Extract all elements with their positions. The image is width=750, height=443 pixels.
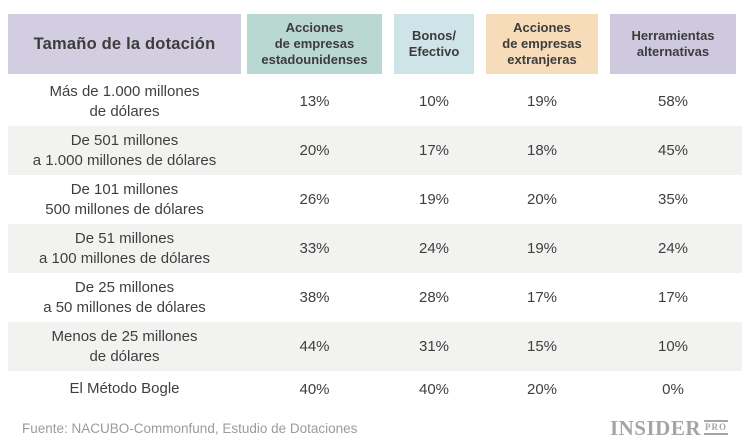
value-cell: 18%: [526, 142, 558, 159]
value-cell: 10%: [418, 93, 450, 110]
column-header-alternatives: Herramientas alternativas: [610, 14, 736, 74]
row-label: El Método Bogle: [69, 380, 180, 398]
value-cell: 19%: [418, 191, 450, 208]
value-cell: 13%: [299, 93, 330, 110]
row-label: Más de 1.000 millones de dólares: [49, 83, 200, 120]
value-cell: 17%: [526, 289, 558, 306]
value-cell: 10%: [657, 338, 689, 355]
value-cell: 44%: [299, 338, 330, 355]
value-cell: 15%: [526, 338, 558, 355]
logo-pro-badge: PRO: [704, 420, 728, 435]
table-row: De 101 millones 500 millones de dólares …: [8, 175, 742, 224]
logo-insider-text: INSIDER: [609, 416, 701, 440]
value-cell: 33%: [299, 240, 330, 257]
header-cell-endowment-size: Tamaño de la dotación: [8, 14, 241, 74]
value-cell: 38%: [299, 289, 330, 306]
column-header-foreign-equities: Acciones de empresas extranjeras: [486, 14, 598, 74]
row-label: De 51 millones a 100 millones de dólares: [39, 230, 210, 267]
column-header-us-equities: Acciones de empresas estadounidenses: [247, 14, 382, 74]
value-cell: 19%: [526, 93, 558, 110]
table-row: Menos de 25 millones de dólares 44% 31% …: [8, 322, 742, 371]
footer: Fuente: NACUBO-Commonfund, Estudio de Do…: [0, 407, 750, 441]
value-cell: 45%: [657, 142, 689, 159]
value-cell: 24%: [418, 240, 450, 257]
table-row: De 25 millones a 50 millones de dólares …: [8, 273, 742, 322]
table-row: De 501 millones a 1.000 millones de dóla…: [8, 126, 742, 175]
table-row: El Método Bogle 40% 40% 20% 0%: [8, 371, 742, 407]
value-cell: 28%: [418, 289, 450, 306]
value-cell: 20%: [526, 380, 558, 398]
value-cell: 40%: [299, 380, 330, 398]
value-cell: 35%: [657, 191, 689, 208]
row-label: Menos de 25 millones de dólares: [51, 328, 198, 365]
table-header-row: Tamaño de la dotación Acciones de empres…: [8, 14, 742, 74]
value-cell: 0%: [662, 380, 684, 398]
row-label: De 101 millones 500 millones de dólares: [45, 181, 204, 218]
value-cell: 20%: [526, 191, 558, 208]
header-cell-foreign-equities: Acciones de empresas extranjeras: [480, 14, 604, 74]
column-header-endowment-size: Tamaño de la dotación: [8, 14, 241, 74]
value-cell: 26%: [299, 191, 330, 208]
value-cell: 19%: [526, 240, 558, 257]
table-row: Más de 1.000 millones de dólares 13% 10%…: [8, 77, 742, 126]
value-cell: 24%: [657, 240, 689, 257]
column-header-bonds-cash: Bonos/ Efectivo: [394, 14, 474, 74]
value-cell: 17%: [418, 142, 450, 159]
header-cell-bonds-cash: Bonos/ Efectivo: [388, 14, 480, 74]
value-cell: 20%: [299, 142, 330, 159]
row-label: De 25 millones a 50 millones de dólares: [43, 279, 206, 316]
source-note: Fuente: NACUBO-Commonfund, Estudio de Do…: [22, 421, 358, 436]
table-row: De 51 millones a 100 millones de dólares…: [8, 224, 742, 273]
value-cell: 17%: [657, 289, 689, 306]
allocation-table: Tamaño de la dotación Acciones de empres…: [8, 14, 742, 407]
insider-pro-logo: INSIDER PRO: [610, 416, 728, 441]
value-cell: 58%: [657, 93, 689, 110]
header-cell-alternatives: Herramientas alternativas: [604, 14, 742, 74]
value-cell: 31%: [418, 338, 450, 355]
row-label: De 501 millones a 1.000 millones de dóla…: [32, 132, 217, 169]
value-cell: 40%: [418, 380, 450, 398]
header-cell-us-equities: Acciones de empresas estadounidenses: [241, 14, 388, 74]
